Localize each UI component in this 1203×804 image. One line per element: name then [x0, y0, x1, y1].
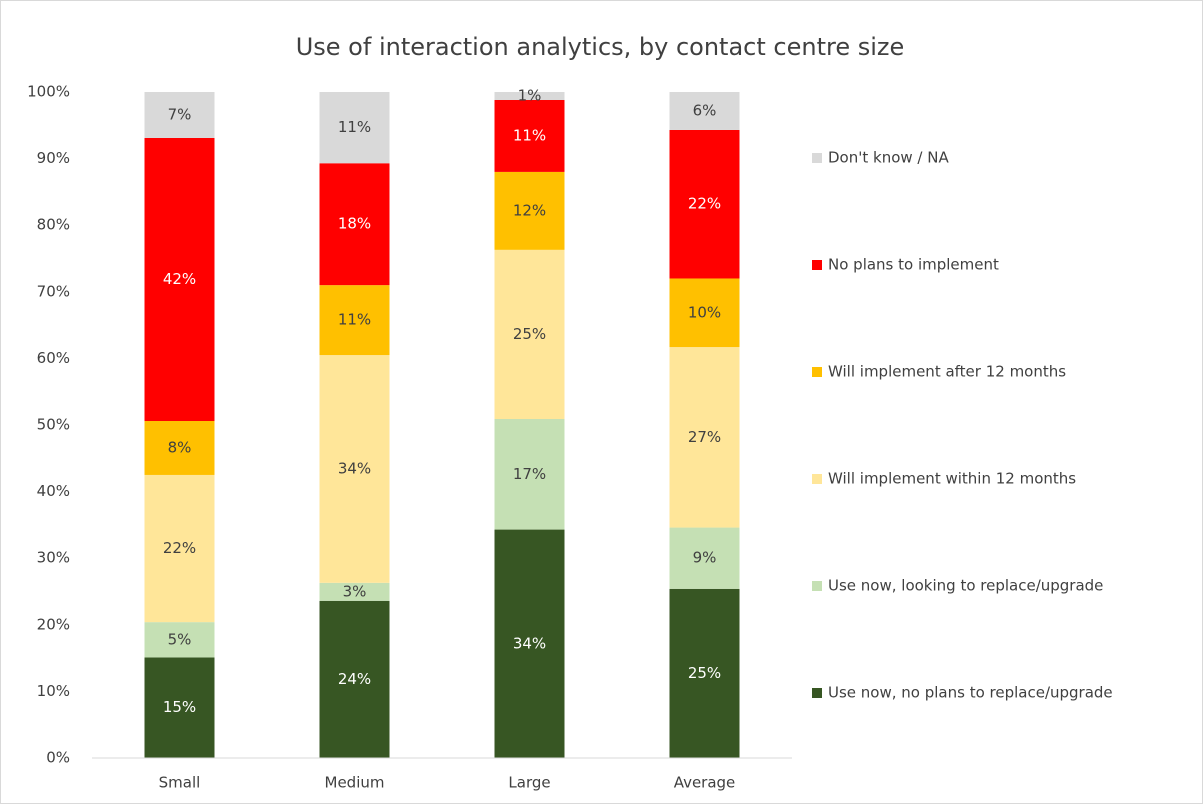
bar-segment	[319, 163, 390, 286]
data-label: 18%	[338, 215, 371, 233]
data-label: 17%	[513, 465, 546, 483]
data-label: 1%	[518, 86, 542, 104]
data-label: 42%	[163, 270, 196, 288]
bar-segment	[319, 285, 390, 356]
data-label: 15%	[163, 698, 196, 716]
x-tick-label: Small	[159, 774, 201, 792]
data-label: 10%	[688, 303, 721, 321]
data-label: 24%	[338, 670, 371, 688]
bar-segment	[669, 92, 740, 130]
legend-label: No plans to implement	[828, 256, 999, 274]
legend-swatch	[812, 367, 822, 377]
y-tick-label: 30%	[37, 549, 70, 567]
legend-swatch	[812, 153, 822, 163]
legend-swatch	[812, 474, 822, 484]
bar-segment	[669, 527, 740, 589]
data-label: 25%	[688, 664, 721, 682]
x-tick-label: Large	[508, 774, 550, 792]
y-tick-label: 0%	[46, 749, 70, 767]
legend-swatch	[812, 260, 822, 270]
y-tick-label: 60%	[37, 349, 70, 367]
y-tick-label: 70%	[37, 282, 70, 300]
legend-swatch	[812, 581, 822, 591]
data-label: 7%	[168, 105, 192, 123]
data-label: 11%	[513, 126, 546, 144]
data-label: 22%	[163, 539, 196, 557]
data-label: 22%	[688, 195, 721, 213]
data-label: 12%	[513, 201, 546, 219]
data-label: 11%	[338, 118, 371, 136]
data-label: 11%	[338, 311, 371, 329]
data-label: 25%	[513, 325, 546, 343]
data-label: 34%	[513, 634, 546, 652]
y-tick-label: 40%	[37, 482, 70, 500]
bar-segment	[494, 171, 565, 250]
y-tick-label: 80%	[37, 216, 70, 234]
bar-segment	[319, 355, 390, 583]
data-label: 3%	[343, 582, 367, 600]
bar-segment	[669, 278, 740, 348]
legend-label: Don't know / NA	[828, 149, 949, 167]
bar-segment	[494, 249, 565, 420]
bar-segment	[494, 529, 565, 758]
y-tick-label: 10%	[37, 682, 70, 700]
legend-label: Use now, looking to replace/upgrade	[828, 577, 1103, 595]
x-tick-label: Average	[674, 774, 736, 792]
bar-segment	[494, 92, 565, 100]
bar-segment	[319, 92, 390, 164]
data-label: 9%	[693, 549, 717, 567]
y-tick-label: 90%	[37, 149, 70, 167]
legend-swatch	[812, 688, 822, 698]
legend-label: Will implement after 12 months	[828, 363, 1066, 381]
y-tick-label: 50%	[37, 416, 70, 434]
bar-segment	[669, 347, 740, 528]
data-label: 6%	[693, 101, 717, 119]
x-tick-label: Medium	[325, 774, 385, 792]
data-label: 5%	[168, 630, 192, 648]
bar-segment	[144, 137, 215, 422]
chart-title: Use of interaction analytics, by contact…	[296, 33, 905, 61]
bar-segment	[494, 99, 565, 172]
data-label: 8%	[168, 438, 192, 456]
legend-label: Use now, no plans to replace/upgrade	[828, 684, 1113, 702]
bar-segment	[144, 622, 215, 658]
bar-segment	[669, 129, 740, 279]
bar-segment	[319, 600, 390, 758]
bar-segment	[144, 92, 215, 138]
bar-segment	[494, 419, 565, 530]
y-tick-label: 100%	[27, 83, 70, 101]
bar-segment	[144, 474, 215, 623]
data-label: 27%	[688, 428, 721, 446]
y-tick-label: 20%	[37, 615, 70, 633]
bar-segment	[669, 588, 740, 758]
bar-segment	[144, 421, 215, 475]
bar-segment	[319, 582, 390, 601]
data-label: 34%	[338, 459, 371, 477]
bar-segment	[144, 657, 215, 758]
legend-label: Will implement within 12 months	[828, 470, 1076, 488]
